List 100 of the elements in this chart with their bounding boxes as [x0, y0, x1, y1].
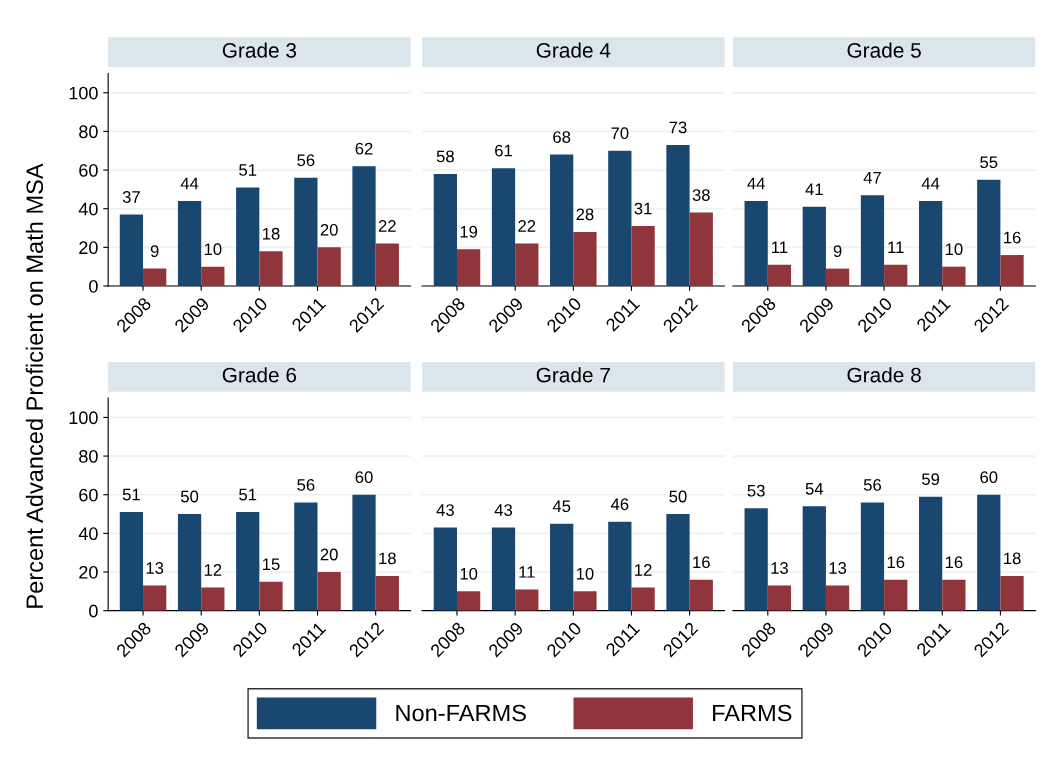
bar [918, 200, 943, 287]
data-label: 18 [262, 227, 280, 240]
bar [352, 494, 376, 611]
bar [918, 496, 943, 611]
data-label: 10 [576, 567, 594, 580]
data-label: 31 [634, 202, 652, 215]
bar [860, 195, 885, 287]
bar [375, 575, 399, 611]
data-label: 73 [669, 121, 687, 134]
bar [942, 579, 966, 611]
bar [317, 247, 341, 287]
y-tick-label: 80 [79, 125, 98, 139]
y-tick-label: 80 [79, 450, 98, 463]
data-label: 68 [553, 131, 571, 143]
data-label: 20 [320, 548, 338, 561]
data-label: 54 [805, 483, 824, 495]
data-label: 37 [122, 191, 140, 203]
bar [631, 226, 655, 287]
bar [802, 506, 826, 611]
bar [317, 572, 341, 611]
chart-title: Grade 4 [536, 42, 611, 58]
bar [119, 512, 144, 611]
bar [143, 585, 167, 611]
bar [608, 150, 632, 287]
y-tick-label: 0 [89, 279, 98, 293]
bar [550, 154, 574, 287]
data-label: 60 [355, 471, 373, 484]
data-label: 61 [495, 144, 512, 157]
data-label: 10 [945, 243, 963, 256]
data-label: 55 [980, 156, 998, 169]
chart-title: Grade 8 [847, 367, 921, 383]
bar [177, 514, 202, 611]
data-label: 16 [1004, 231, 1021, 244]
data-label: 9 [833, 245, 842, 257]
data-label: 12 [635, 564, 652, 576]
bar [491, 527, 516, 611]
data-label: 18 [1004, 552, 1021, 565]
bar [1000, 575, 1024, 611]
bar [259, 581, 283, 611]
bar [119, 214, 144, 287]
data-label: 50 [669, 490, 687, 503]
data-label: 53 [747, 484, 765, 497]
data-label: 56 [297, 154, 315, 167]
data-label: 22 [378, 220, 396, 232]
data-label: 44 [921, 177, 940, 190]
bar [433, 173, 457, 287]
bar [177, 200, 202, 287]
data-label: 16 [887, 556, 905, 569]
y-tick-label: 20 [79, 241, 98, 255]
data-label: 70 [611, 127, 629, 140]
bar [491, 168, 516, 287]
bar [573, 591, 597, 611]
data-label: 13 [829, 562, 847, 574]
data-label: 16 [693, 556, 710, 569]
bar [143, 268, 167, 287]
data-label: 51 [239, 488, 257, 501]
bar [573, 231, 597, 287]
bar [201, 587, 225, 611]
data-label: 56 [297, 479, 315, 491]
data-label: 19 [460, 225, 478, 238]
bar [977, 179, 1001, 287]
chart-title: Grade 6 [222, 367, 297, 383]
y-axis-title: Percent Advanced Proficient on Math MSA [25, 163, 44, 608]
bar [515, 243, 539, 287]
data-label: 56 [863, 479, 882, 491]
data-label: 18 [379, 552, 396, 565]
bar [689, 579, 713, 611]
data-label: 50 [180, 490, 199, 503]
data-label: 13 [771, 562, 788, 574]
data-label: 11 [519, 566, 535, 578]
y-tick-label: 100 [69, 86, 98, 100]
bar [375, 243, 399, 287]
bar [802, 206, 826, 287]
y-tick-label: 20 [79, 565, 98, 579]
data-label: 51 [122, 488, 140, 501]
chart-title: Grade 3 [222, 42, 297, 58]
bar [631, 587, 655, 611]
bar [608, 521, 632, 611]
bar [884, 579, 908, 611]
bar [825, 268, 850, 287]
y-tick-label: 40 [78, 202, 98, 216]
bar [515, 589, 539, 611]
y-tick-label: 60 [79, 488, 98, 502]
bar [666, 514, 690, 611]
data-label: 22 [518, 220, 536, 232]
bar [744, 200, 768, 287]
data-label: 62 [355, 142, 373, 155]
data-label: 12 [204, 564, 222, 576]
bar [1000, 255, 1024, 287]
data-label: 44 [180, 177, 199, 190]
bar [259, 251, 283, 287]
data-label: 20 [320, 223, 338, 236]
data-label: 9 [150, 245, 159, 257]
bar [860, 502, 885, 611]
data-label: 43 [494, 504, 513, 516]
bar [236, 187, 260, 287]
bar [236, 512, 260, 611]
data-label: 59 [922, 473, 940, 486]
bar [767, 585, 792, 611]
data-label: 11 [888, 241, 904, 253]
